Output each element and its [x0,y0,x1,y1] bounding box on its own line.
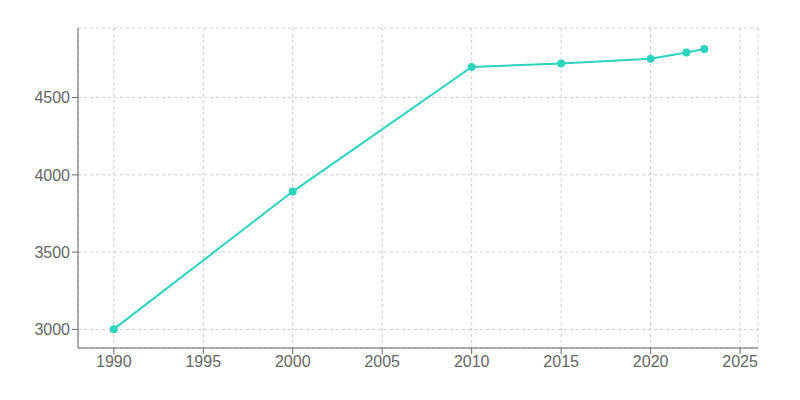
svg-text:2010: 2010 [454,353,490,370]
svg-text:1995: 1995 [185,353,221,370]
svg-text:4500: 4500 [34,89,70,106]
svg-text:3500: 3500 [34,244,70,261]
svg-text:2015: 2015 [543,353,579,370]
svg-text:2005: 2005 [364,353,400,370]
svg-text:4000: 4000 [34,167,70,184]
svg-text:2025: 2025 [722,353,758,370]
svg-text:1990: 1990 [96,353,132,370]
svg-text:3000: 3000 [34,321,70,338]
svg-text:2020: 2020 [633,353,669,370]
svg-text:2000: 2000 [275,353,311,370]
